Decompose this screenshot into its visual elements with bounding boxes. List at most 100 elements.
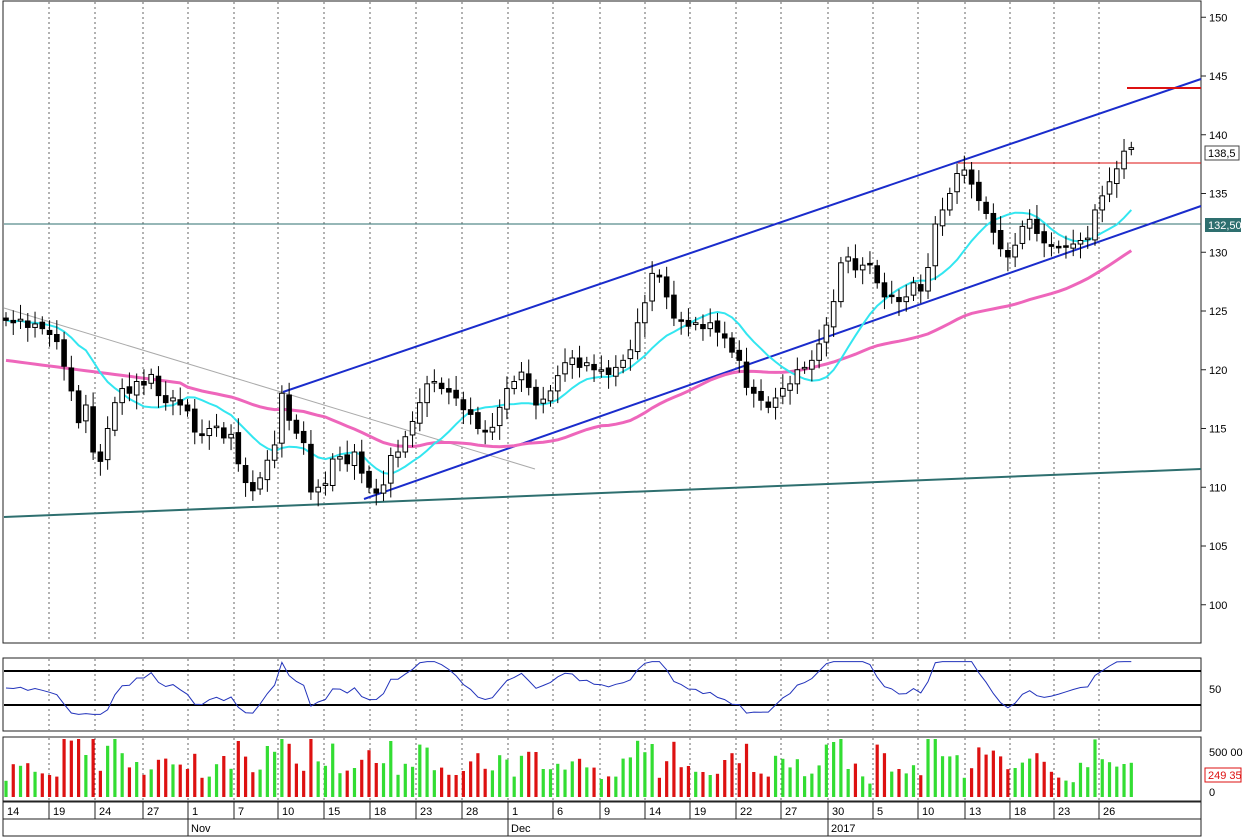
date-label: 5	[877, 806, 883, 818]
candle	[896, 289, 902, 316]
candle	[787, 375, 793, 405]
candle	[823, 317, 830, 357]
volume-bar	[178, 764, 182, 797]
candle-body	[1070, 243, 1077, 249]
candle	[337, 446, 343, 472]
candle	[504, 376, 510, 420]
candle	[947, 187, 953, 216]
volume-bar	[207, 776, 211, 797]
candle-body	[83, 404, 89, 422]
price-label: 150	[1209, 12, 1227, 24]
candle-body	[613, 366, 619, 377]
candle-body	[257, 477, 263, 490]
volume-bar	[389, 741, 393, 797]
candle	[816, 329, 822, 369]
volume-bar	[214, 764, 219, 797]
candle	[830, 289, 837, 337]
candle	[300, 421, 307, 455]
candle	[540, 386, 547, 414]
candle	[83, 394, 89, 434]
candle-body	[584, 362, 590, 367]
month-label: 2017	[831, 823, 855, 835]
volume-bar	[803, 776, 807, 797]
candle	[961, 155, 968, 184]
volume-bar	[919, 775, 923, 797]
volume-bar	[795, 759, 799, 797]
volume-bar	[512, 776, 516, 797]
candle-body	[308, 443, 314, 493]
volume-bar	[1013, 768, 1017, 797]
candle-body	[736, 349, 743, 361]
candle	[475, 406, 481, 435]
volume-bar	[1020, 762, 1024, 797]
candle-body	[1034, 218, 1040, 234]
volume-bar	[853, 763, 858, 797]
candle-body	[453, 389, 459, 399]
volume-bar	[991, 750, 995, 797]
volume-bar	[585, 767, 589, 797]
rsi-panel[interactable]	[2, 657, 1202, 732]
candle-body	[46, 329, 53, 336]
level-tag: 132,50	[1205, 218, 1242, 232]
channel-lower	[363, 205, 1202, 500]
candle	[213, 413, 220, 437]
volume-bar	[534, 752, 538, 797]
rsi-line	[5, 661, 1132, 715]
volume-label: 500 00	[1209, 747, 1243, 759]
candle-body	[721, 333, 728, 339]
candle-body	[750, 386, 757, 394]
candle-body	[329, 458, 336, 486]
candle-body	[961, 169, 968, 176]
candle-body	[467, 409, 474, 415]
candle-body	[1048, 244, 1055, 247]
candle	[714, 312, 721, 347]
volume-label: 0	[1209, 787, 1215, 799]
volume-bar	[106, 745, 110, 797]
volume-bar	[142, 774, 146, 797]
candle-body	[39, 321, 46, 330]
candle-body	[917, 284, 924, 292]
candle	[438, 377, 445, 395]
price-panel[interactable]	[2, 0, 1202, 644]
candle	[750, 379, 757, 408]
candle	[199, 419, 205, 444]
candle-body	[867, 262, 873, 266]
candle	[917, 274, 924, 304]
candle-body	[838, 262, 844, 303]
volume-bar	[302, 770, 306, 797]
volume-bar	[410, 766, 415, 797]
candle	[976, 170, 982, 211]
volume-bar	[345, 770, 349, 797]
candle	[1084, 225, 1091, 249]
candle-body	[409, 420, 416, 436]
candle-body	[576, 357, 583, 368]
candle-body	[395, 451, 401, 458]
volume-bar	[810, 773, 814, 797]
candle-body	[801, 366, 808, 370]
volume-bar	[636, 740, 640, 797]
date-label: 30	[832, 806, 844, 818]
volume-bar	[4, 780, 8, 797]
candle	[888, 280, 895, 304]
level-tag-text: 132,50	[1208, 220, 1242, 232]
candle-body	[896, 296, 902, 303]
candle	[402, 430, 409, 458]
candle-body	[141, 381, 147, 386]
candle	[1019, 220, 1026, 250]
channel-upper	[282, 78, 1202, 393]
candle-body	[852, 258, 859, 271]
candle-body	[939, 209, 946, 227]
candle-body	[293, 419, 300, 434]
volume-bar	[606, 776, 611, 797]
candle	[366, 465, 372, 494]
candle	[903, 284, 910, 312]
date-label: 27	[147, 806, 159, 818]
candle	[932, 216, 939, 281]
candle-body	[642, 302, 648, 324]
volume-bar	[1078, 762, 1083, 797]
candle	[446, 378, 452, 405]
candle-body	[1099, 195, 1106, 211]
volume-bar	[1100, 759, 1104, 797]
candle	[177, 387, 184, 416]
